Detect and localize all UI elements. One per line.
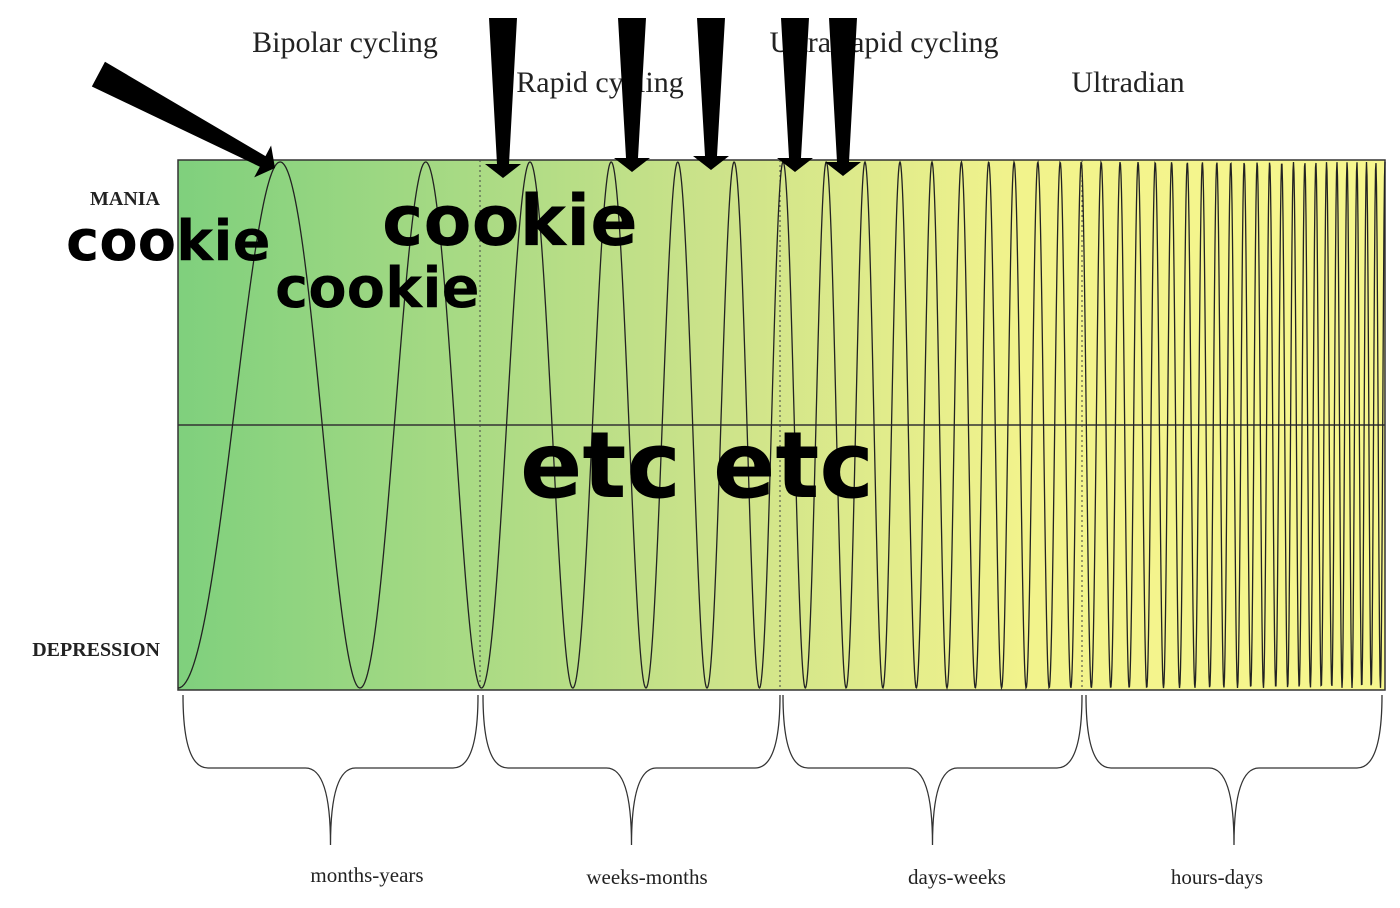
brace [482, 694, 781, 846]
arrow [614, 18, 650, 172]
caption: cookie [66, 209, 271, 274]
axis-label: MANIA [90, 188, 161, 210]
arrow [485, 18, 521, 178]
timescale-label: weeks-months [586, 865, 707, 889]
brace [782, 694, 1083, 846]
section-dividers [479, 160, 1083, 690]
arrow [91, 61, 275, 178]
caption: cookie [275, 256, 480, 321]
arrow [825, 18, 861, 176]
caption: cookie [382, 180, 638, 262]
arrows [91, 18, 861, 178]
timescale-label: days-weeks [908, 865, 1006, 889]
timescale-label: hours-days [1171, 865, 1263, 889]
timescale-label: months-years [310, 863, 423, 887]
brace [182, 694, 479, 846]
axis-label: DEPRESSION [32, 639, 160, 661]
braces [182, 694, 1383, 846]
phase-label: Ultradian [1071, 66, 1184, 99]
arrow [777, 18, 813, 172]
caption: etc etc [520, 412, 874, 519]
phase-label: Rapid cycling [516, 66, 683, 99]
phase-label: Bipolar cycling [252, 26, 438, 59]
brace [1085, 694, 1383, 846]
arrow [693, 18, 729, 170]
cycle-wave [178, 159, 1386, 691]
